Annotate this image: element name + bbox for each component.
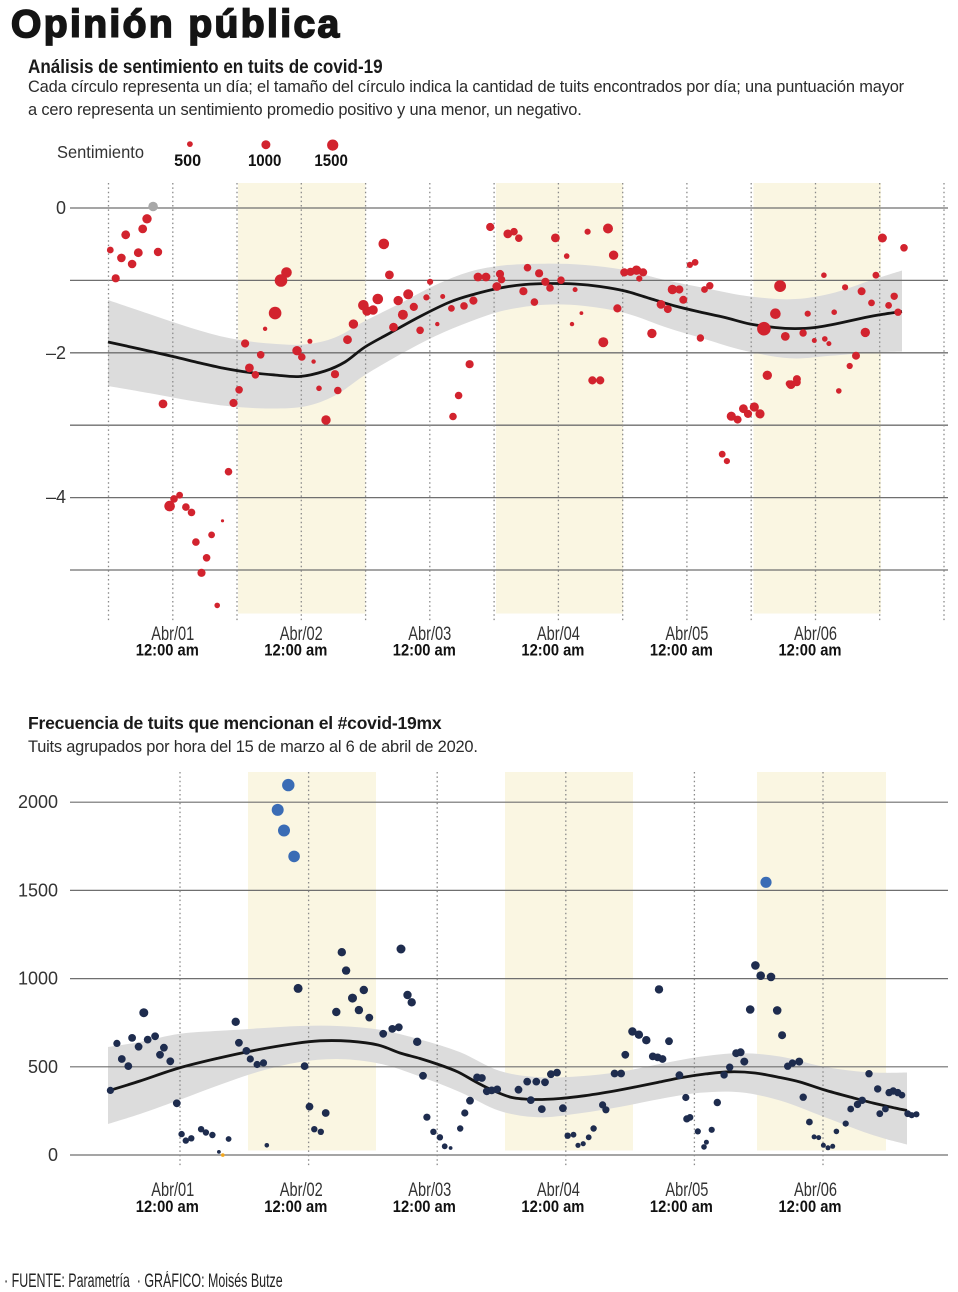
svg-text:Abr/01: Abr/01 [151,624,194,645]
svg-text:500: 500 [28,1057,58,1077]
svg-text:1500: 1500 [314,151,348,170]
svg-text:Abr/05: Abr/05 [665,624,708,645]
svg-text:Abr/05: Abr/05 [665,1180,708,1201]
svg-text:1500: 1500 [18,880,58,900]
svg-text:500: 500 [174,151,201,170]
svg-text:Abr/04: Abr/04 [537,624,580,645]
svg-text:Abr/01: Abr/01 [151,1180,194,1201]
svg-text:–4: –4 [46,487,66,507]
svg-text:12:00 am: 12:00 am [650,1197,713,1216]
svg-text:12:00 am: 12:00 am [136,641,199,660]
svg-text:12:00 am: 12:00 am [264,1197,327,1216]
svg-text:Abr/03: Abr/03 [408,624,451,645]
svg-text:Abr/02: Abr/02 [280,624,323,645]
svg-text:0: 0 [56,198,66,218]
svg-text:12:00 am: 12:00 am [650,641,713,660]
svg-text:12:00 am: 12:00 am [521,1197,584,1216]
svg-text:Abr/03: Abr/03 [408,1180,451,1201]
svg-text:Sentimiento: Sentimiento [57,142,144,162]
svg-text:12:00 am: 12:00 am [136,1197,199,1216]
svg-text:1000: 1000 [18,969,58,989]
svg-text:–2: –2 [46,343,66,363]
svg-text:0: 0 [48,1145,58,1165]
svg-text:12:00 am: 12:00 am [521,641,584,660]
svg-text:Abr/02: Abr/02 [280,1180,323,1201]
svg-text:12:00 am: 12:00 am [393,641,456,660]
svg-text:1000: 1000 [248,151,282,170]
svg-text:12:00 am: 12:00 am [264,641,327,660]
svg-text:Abr/04: Abr/04 [537,1180,580,1201]
svg-text:12:00 am: 12:00 am [779,641,842,660]
svg-text:Abr/06: Abr/06 [794,624,837,645]
svg-text:Abr/06: Abr/06 [794,1180,837,1201]
svg-text:2000: 2000 [18,792,58,812]
svg-text:12:00 am: 12:00 am [779,1197,842,1216]
svg-text:12:00 am: 12:00 am [393,1197,456,1216]
